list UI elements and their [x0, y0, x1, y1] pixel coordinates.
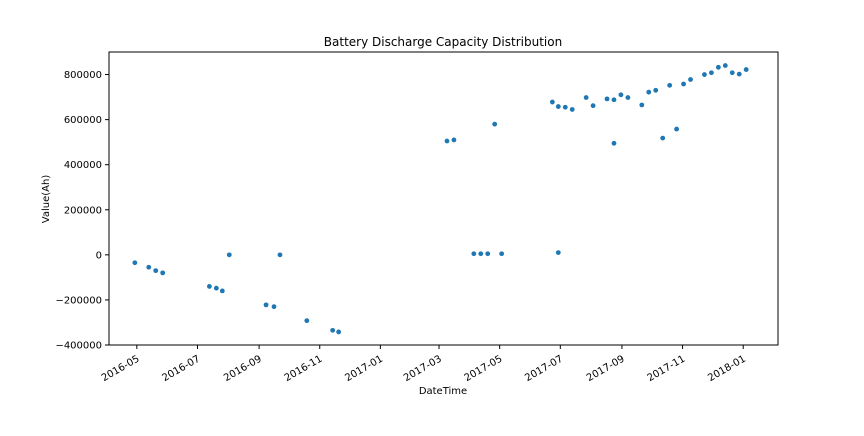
- data-point: [639, 102, 645, 108]
- data-point: [590, 103, 596, 109]
- data-point: [702, 72, 707, 77]
- data-point: [207, 284, 212, 289]
- data-point: [499, 251, 505, 257]
- data-point: [653, 87, 659, 93]
- y-tick-label: −200000: [55, 295, 102, 306]
- x-axis: 2016-05 2016-07 2016-09 2016-11 2017-01 2017-…: [100, 345, 748, 384]
- data-point: [681, 81, 686, 87]
- data-point: [688, 77, 693, 82]
- x-tick-label: 2016-09: [222, 354, 264, 384]
- data-point: [660, 135, 666, 141]
- x-tick-label: 2017-09: [585, 354, 627, 384]
- data-point: [555, 250, 561, 255]
- y-axis: 800000 600000 400000 200000 0 −200000 −400000: [55, 70, 109, 352]
- data-point: [451, 137, 457, 143]
- x-tick-label: 2017-07: [523, 354, 565, 384]
- data-point: [271, 304, 277, 310]
- x-tick-label: 2017-11: [646, 354, 688, 384]
- chart-title: Battery Discharge Capacity Distribution: [324, 35, 562, 49]
- data-point: [618, 92, 624, 98]
- x-tick-label: 2017-05: [463, 354, 505, 384]
- data-point: [562, 104, 568, 110]
- x-tick-label: 2016-11: [283, 354, 325, 384]
- y-tick-label: 800000: [64, 70, 102, 81]
- data-point: [263, 302, 269, 308]
- data-point: [555, 104, 561, 109]
- data-point: [715, 64, 721, 70]
- data-point: [330, 327, 336, 333]
- data-point: [478, 251, 484, 257]
- data-point: [160, 270, 166, 276]
- data-point: [611, 140, 617, 146]
- x-tick-label: 2016-05: [100, 354, 142, 384]
- x-tick-label: 2017-01: [343, 354, 385, 384]
- data-point: [729, 70, 735, 76]
- data-point: [667, 82, 673, 88]
- data-point: [304, 318, 310, 324]
- data-point: [132, 260, 138, 266]
- x-axis-label: DateTime: [419, 386, 467, 397]
- data-point: [722, 63, 728, 68]
- data-point: [213, 285, 219, 291]
- x-tick-label: 2017-03: [402, 354, 444, 384]
- data-point: [611, 97, 617, 103]
- data-point: [444, 138, 450, 144]
- y-axis-label: Value(Ah): [41, 175, 52, 224]
- data-point: [604, 96, 610, 102]
- data-point: [485, 251, 491, 257]
- data-point: [219, 288, 225, 294]
- data-point: [226, 252, 232, 258]
- data-point: [471, 251, 477, 257]
- data-point: [625, 95, 631, 100]
- data-point: [277, 252, 283, 258]
- y-tick-label: 600000: [64, 115, 102, 126]
- data-point: [743, 67, 749, 72]
- data-point: [153, 268, 159, 274]
- data-point: [492, 121, 498, 127]
- data-point: [646, 89, 652, 95]
- data-point: [549, 99, 555, 105]
- x-tick-label: 2018-01: [706, 354, 748, 384]
- data-point: [709, 70, 714, 76]
- data-point: [146, 264, 152, 270]
- x-tick-label: 2016-07: [160, 354, 202, 384]
- plot-frame: [108, 51, 779, 346]
- y-tick-label: −400000: [55, 341, 102, 352]
- y-tick-label: 0: [96, 250, 102, 261]
- data-points: [132, 63, 749, 335]
- data-point: [336, 329, 342, 335]
- data-point: [674, 126, 680, 132]
- data-point: [736, 71, 742, 77]
- y-tick-label: 400000: [64, 160, 102, 171]
- y-tick-label: 200000: [64, 205, 102, 216]
- data-point: [583, 95, 589, 100]
- data-point: [569, 107, 575, 112]
